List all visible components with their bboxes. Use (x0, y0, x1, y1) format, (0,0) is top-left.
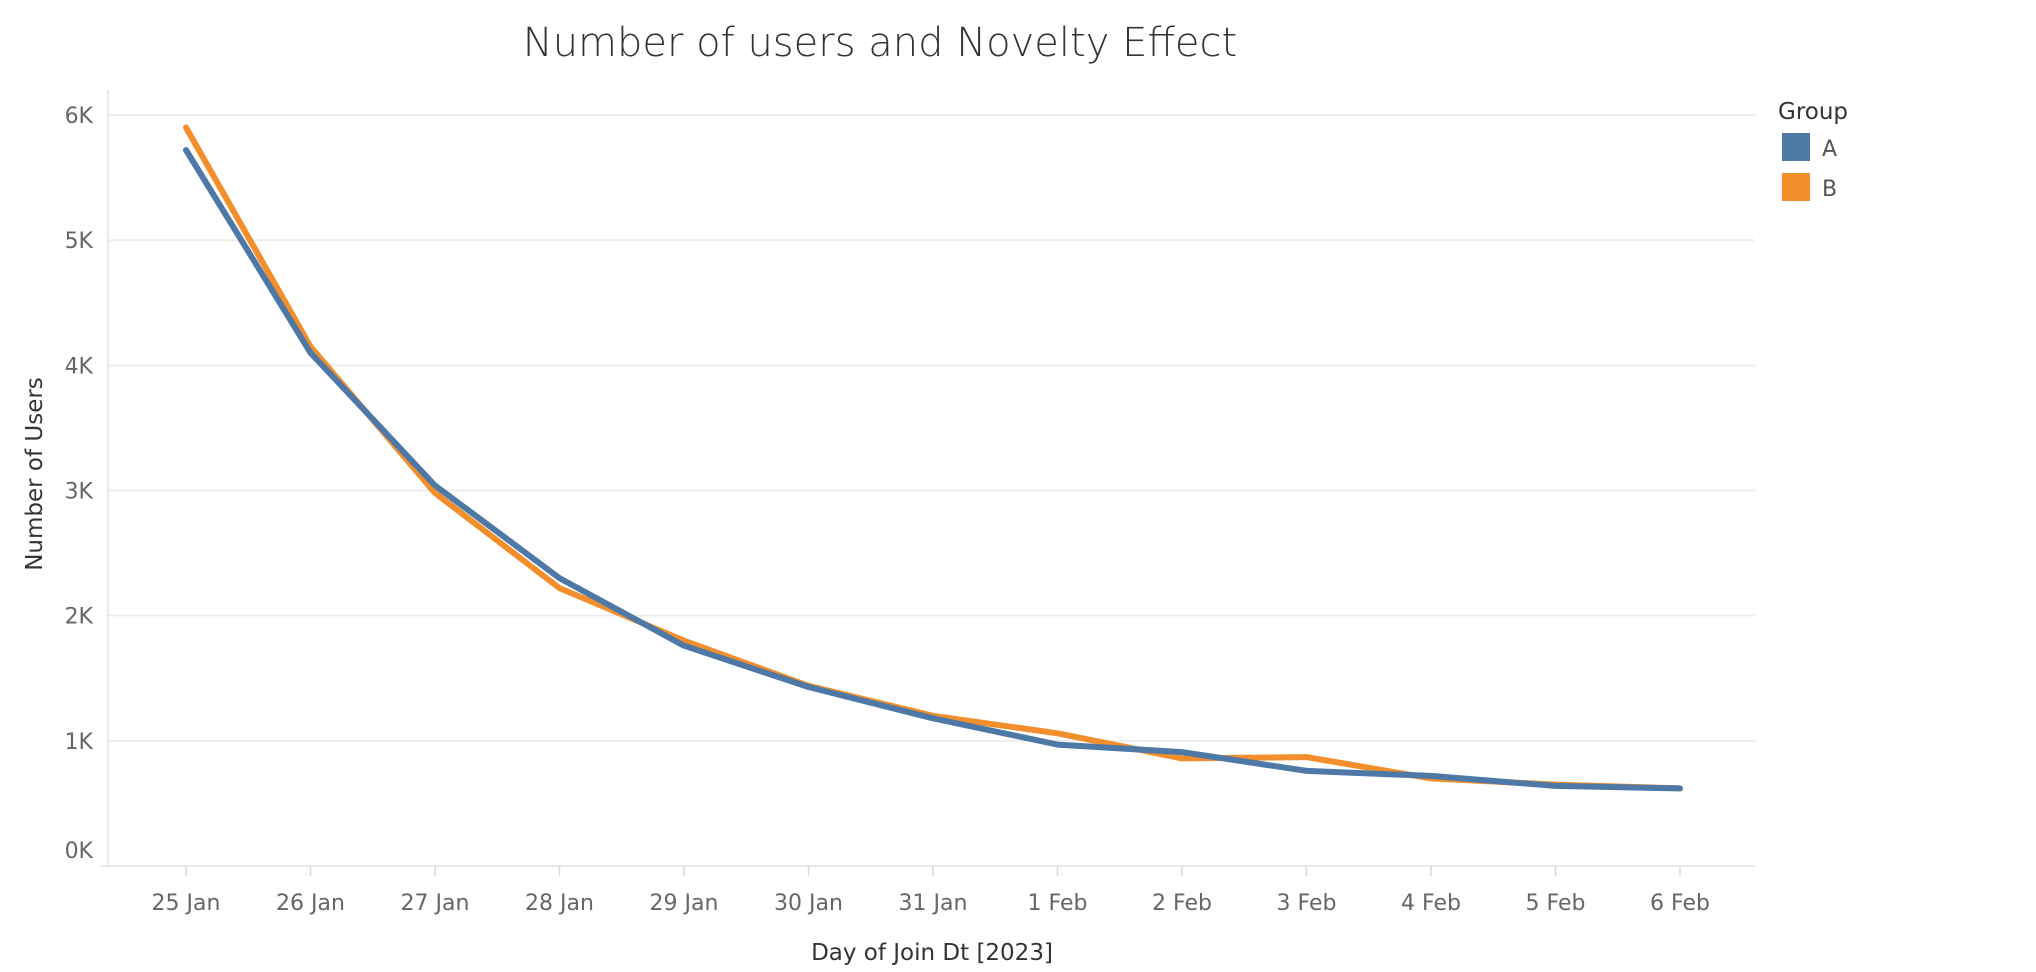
gridlines (108, 114, 1755, 742)
x-axis-ticks: 25 Jan 26 Jan 27 Jan 28 Jan 29 Jan 30 Jan 31 J… (152, 866, 1710, 916)
x-tick-label: 6 Feb (1650, 891, 1710, 916)
y-tick-label: 2K (65, 605, 94, 630)
series-line-a (183, 147, 1683, 792)
y-axis-label: Number of Users (22, 377, 48, 571)
x-tick-label: 4 Feb (1401, 891, 1461, 916)
legend-title: Group (1778, 99, 1848, 125)
y-tick-label: 1K (65, 730, 94, 755)
y-tick-label: 5K (65, 229, 94, 254)
legend-label-a: A (1822, 137, 1837, 162)
y-tick-label: 4K (65, 354, 94, 379)
y-tick-label: 3K (65, 480, 94, 505)
legend-swatch-a (1782, 133, 1810, 161)
x-tick-label: 5 Feb (1526, 891, 1586, 916)
x-tick-label: 25 Jan (152, 891, 221, 916)
y-axis-ticks: 0K 1K 2K 3K 4K 5K 6K (65, 104, 94, 864)
y-tick-label: 6K (65, 104, 94, 129)
x-tick-label: 31 Jan (899, 891, 968, 916)
x-tick-label: 30 Jan (774, 891, 843, 916)
legend-swatch-b (1782, 173, 1810, 201)
x-tick-label: 28 Jan (525, 891, 594, 916)
x-tick-label: 1 Feb (1028, 891, 1088, 916)
series-lines (183, 124, 1683, 792)
x-axis-label: Day of Join Dt [2023] (811, 940, 1053, 966)
legend-label-b: B (1822, 177, 1837, 202)
x-tick-label: 26 Jan (276, 891, 345, 916)
x-tick-label: 29 Jan (650, 891, 719, 916)
x-tick-label: 27 Jan (401, 891, 470, 916)
chart-title: Number of users and Novelty Effect (523, 20, 1237, 66)
x-tick-label: 3 Feb (1277, 891, 1337, 916)
x-tick-label: 2 Feb (1152, 891, 1212, 916)
legend: Group AB (1778, 99, 1848, 202)
y-tick-label: 0K (65, 839, 94, 864)
